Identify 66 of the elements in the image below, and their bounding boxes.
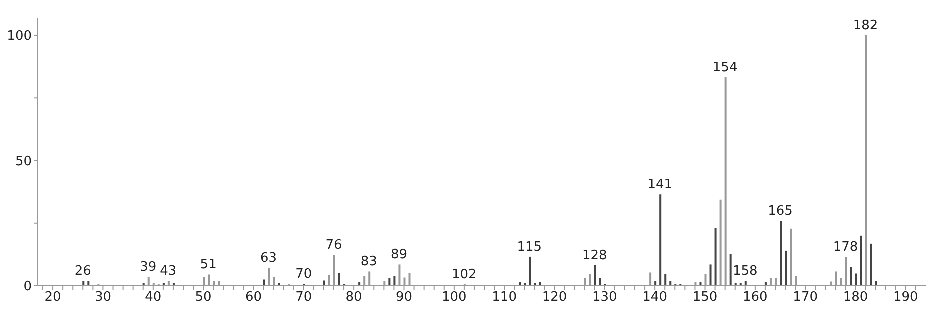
bar [785, 250, 788, 286]
bar [670, 280, 672, 286]
x-tick-label: 40 [145, 290, 162, 306]
x-tick-label: 130 [592, 290, 618, 306]
x-tick-label: 120 [542, 290, 568, 306]
bar [664, 274, 667, 286]
x-tick-label: 100 [442, 290, 467, 306]
bar [660, 194, 662, 286]
annotation: 102 [452, 268, 477, 283]
bar [730, 254, 732, 286]
annotation: 158 [732, 264, 758, 279]
x-tick-label: 70 [296, 290, 312, 306]
bar [519, 282, 522, 286]
annotation: 51 [200, 258, 217, 273]
bar [654, 281, 657, 286]
annotation: 141 [648, 178, 673, 193]
annotation: 165 [768, 204, 793, 220]
y-tick-label: 100 [7, 29, 32, 44]
bar [860, 236, 862, 286]
bar [710, 264, 712, 286]
annotation: 43 [160, 264, 177, 279]
x-tick-label: 90 [396, 290, 413, 306]
annotation: 182 [853, 18, 878, 34]
bar [388, 278, 391, 286]
bar [855, 274, 858, 286]
bar [323, 280, 326, 286]
bar [744, 280, 747, 286]
bar [394, 276, 396, 286]
annotation: 128 [582, 248, 608, 264]
bar [263, 280, 266, 286]
bar [594, 265, 596, 286]
x-tick-label: 80 [346, 290, 362, 306]
bar [870, 244, 872, 286]
x-tick-label: 150 [692, 290, 718, 306]
annotation: 63 [260, 250, 278, 266]
annotation: 178 [833, 240, 858, 256]
bar [714, 228, 717, 286]
y-tick-label: 50 [15, 154, 32, 170]
x-tick-label: 170 [793, 290, 818, 306]
x-tick-label: 180 [843, 290, 868, 306]
bar [338, 273, 341, 286]
bar [358, 282, 361, 286]
annotation: 83 [360, 254, 378, 270]
x-tick-label: 60 [245, 290, 262, 306]
x-tick-label: 110 [492, 290, 517, 306]
bar [529, 256, 532, 286]
bar [82, 280, 85, 286]
y-tick-label: 0 [24, 280, 32, 295]
bar [780, 221, 782, 286]
annotation: 115 [517, 240, 542, 255]
x-tick-label: 50 [195, 290, 212, 306]
x-tick-label: 20 [44, 290, 62, 306]
bar [875, 280, 878, 286]
annotation: 39 [140, 260, 157, 276]
bar [599, 278, 602, 286]
x-tick-label: 190 [894, 290, 918, 306]
bar [850, 267, 852, 286]
x-tick-label: 160 [743, 290, 768, 306]
x-tick-label: 30 [94, 290, 112, 306]
bar [88, 280, 90, 286]
annotation: 70 [296, 267, 312, 282]
annotation: 89 [390, 248, 408, 263]
annotation: 26 [74, 264, 92, 279]
annotation: 76 [326, 238, 342, 254]
x-tick-label: 140 [642, 290, 668, 306]
annotation: 154 [712, 60, 738, 76]
